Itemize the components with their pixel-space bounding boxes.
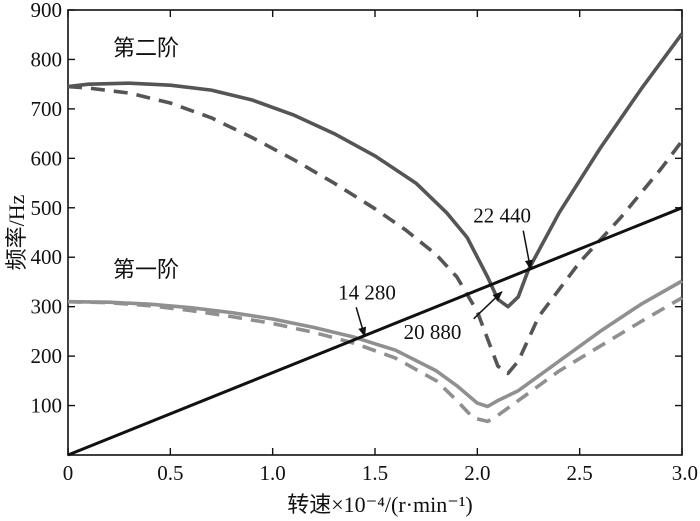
y-tick-label: 700 <box>31 97 63 121</box>
x-tick-label: 3.0 <box>672 461 698 485</box>
annotation-label: 22 440 <box>473 204 531 228</box>
y-tick-label: 600 <box>31 146 63 170</box>
y-tick-label: 500 <box>31 196 63 220</box>
y-tick-label: 200 <box>31 344 63 368</box>
x-axis-title: 转速×10⁻⁴/(r·min⁻¹) <box>287 492 473 517</box>
y-tick-label: 100 <box>31 394 63 418</box>
series-label: 第一阶 <box>113 258 179 283</box>
series-line-4 <box>67 206 683 457</box>
x-tick-label: 0 <box>63 461 74 485</box>
series-line-2 <box>67 279 683 409</box>
x-tick-label: 2.5 <box>567 461 593 485</box>
series-line-3 <box>67 296 683 424</box>
annotation-label: 14 280 <box>338 280 396 304</box>
plot-frame <box>67 9 683 456</box>
series-label: 第二阶 <box>113 36 179 61</box>
x-tick-label: 2.0 <box>464 461 490 485</box>
annotation-label: 20 880 <box>404 320 462 344</box>
series-line-0 <box>67 32 684 309</box>
x-tick-label: 0.5 <box>157 461 183 485</box>
x-tick-label: 1.0 <box>260 461 286 485</box>
tick-labels: 0 0.5 1.0 1.5 2.0 2.5 3.0 100 200 300 400 500 600 700… <box>31 0 699 485</box>
y-axis-title: 频率/Hz <box>4 194 29 270</box>
annotation-arrow <box>473 291 503 320</box>
x-tick-label: 1.5 <box>362 461 388 485</box>
y-tick-label: 300 <box>31 295 63 319</box>
y-tick-label: 400 <box>31 245 63 269</box>
y-tick-label: 800 <box>31 47 63 71</box>
series-lines <box>67 32 684 457</box>
series-line-1 <box>67 84 684 376</box>
axes <box>67 9 683 456</box>
y-tick-label: 900 <box>31 0 63 22</box>
annotation-arrow <box>355 307 367 338</box>
annotation-arrow <box>522 230 533 271</box>
